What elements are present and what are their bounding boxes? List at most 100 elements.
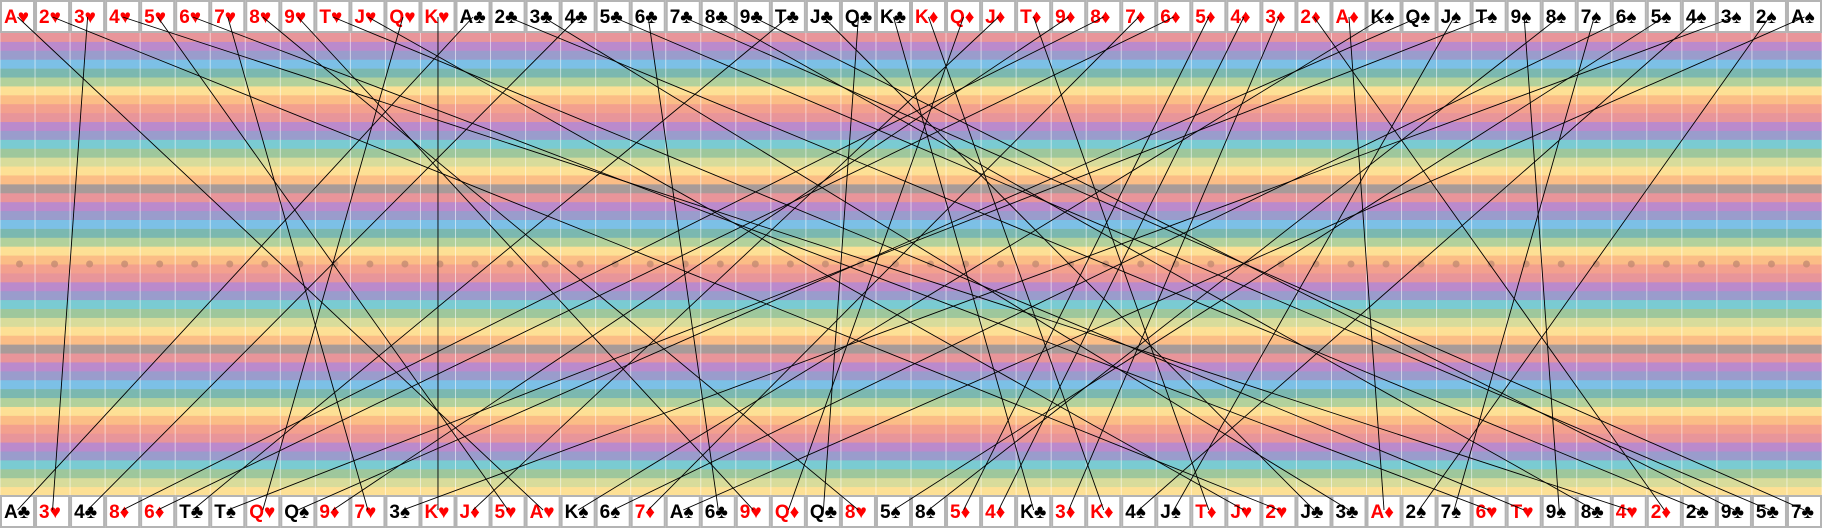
card-bottom[interactable]: A♠ xyxy=(665,495,701,528)
card-bottom[interactable]: Q♣ xyxy=(805,495,841,528)
card-top[interactable]: Q♠ xyxy=(1401,0,1437,33)
card-bottom[interactable]: 5♣ xyxy=(1751,495,1787,528)
card-bottom[interactable]: 5♠ xyxy=(875,495,912,528)
card-top[interactable]: 8♥ xyxy=(245,0,281,33)
card-bottom[interactable]: 9♠ xyxy=(1541,495,1577,528)
card-top[interactable]: 9♣ xyxy=(735,0,771,33)
card-bottom[interactable]: 4♥ xyxy=(1611,495,1647,528)
card-face xyxy=(140,0,176,33)
card-bottom[interactable]: 2♠ xyxy=(1401,495,1437,528)
card-top[interactable]: 4♦ xyxy=(1226,0,1262,33)
card-top[interactable]: 5♥ xyxy=(140,0,176,33)
card-top[interactable]: 9♠ xyxy=(1506,0,1542,33)
card-bottom[interactable]: A♦ xyxy=(1366,495,1402,528)
card-top[interactable]: 5♣ xyxy=(595,0,631,33)
card-bottom[interactable]: T♠ xyxy=(210,495,246,528)
card-top[interactable]: 2♦ xyxy=(1296,0,1332,33)
card-top[interactable]: 7♥ xyxy=(210,0,246,33)
card-bottom[interactable]: 7♣ xyxy=(1786,495,1822,528)
card-top[interactable]: 2♥ xyxy=(35,0,71,33)
card-top[interactable]: 6♥ xyxy=(175,0,211,33)
card-bottom[interactable]: K♣ xyxy=(1016,495,1052,528)
card-top[interactable]: 7♠ xyxy=(1576,0,1612,33)
card-bottom[interactable]: 4♣ xyxy=(70,495,106,528)
card-top[interactable]: J♥ xyxy=(350,0,386,33)
card-bottom[interactable]: 5♥ xyxy=(490,495,526,528)
card-top[interactable]: Q♦ xyxy=(946,0,982,33)
card-top[interactable]: K♠ xyxy=(1366,0,1402,33)
card-top[interactable]: J♣ xyxy=(805,0,841,33)
card-bottom[interactable]: 8♣ xyxy=(1576,495,1612,528)
card-bottom[interactable]: 4♠ xyxy=(1121,495,1157,528)
card-top[interactable]: A♣ xyxy=(455,0,491,33)
card-bottom[interactable]: 3♣ xyxy=(1331,495,1367,528)
card-top[interactable]: 8♦ xyxy=(1086,0,1122,33)
card-bottom[interactable]: Q♥ xyxy=(245,495,281,528)
card-bottom[interactable]: 2♦ xyxy=(1646,495,1682,528)
card-bottom[interactable]: J♦ xyxy=(455,495,491,528)
card-top[interactable]: 6♦ xyxy=(1156,0,1192,33)
card-bottom[interactable]: J♠ xyxy=(1156,495,1192,528)
card-top[interactable]: 7♣ xyxy=(665,0,701,33)
card-bottom[interactable]: 3♥ xyxy=(35,495,71,528)
card-bottom[interactable]: J♥ xyxy=(1226,495,1262,528)
card-bottom[interactable]: 9♦ xyxy=(315,495,351,528)
card-top[interactable]: 3♥ xyxy=(70,0,106,33)
card-label: 5♦ xyxy=(1195,7,1216,28)
card-top[interactable]: 9♥ xyxy=(280,0,316,33)
card-top[interactable]: K♣ xyxy=(875,0,912,33)
card-top[interactable]: A♥ xyxy=(0,0,36,33)
card-top[interactable]: Q♣ xyxy=(840,0,876,33)
card-bottom[interactable]: 6♣ xyxy=(700,495,736,528)
card-top[interactable]: 6♠ xyxy=(1611,0,1647,33)
card-top[interactable]: 2♣ xyxy=(490,0,526,33)
card-bottom[interactable]: T♥ xyxy=(1506,495,1542,528)
card-bottom[interactable]: 7♦ xyxy=(630,495,666,528)
card-bottom[interactable]: 5♦ xyxy=(946,495,982,528)
card-top[interactable]: 2♠ xyxy=(1751,0,1787,33)
card-top[interactable]: 3♣ xyxy=(525,0,561,33)
card-bottom[interactable]: 2♣ xyxy=(1681,495,1717,528)
card-top[interactable]: A♦ xyxy=(1331,0,1367,33)
card-bottom[interactable]: A♥ xyxy=(525,495,561,528)
card-top[interactable]: T♦ xyxy=(1016,0,1052,33)
card-bottom[interactable]: 6♠ xyxy=(595,495,631,528)
card-top[interactable]: 3♠ xyxy=(1716,0,1752,33)
card-top[interactable]: 4♥ xyxy=(105,0,141,33)
card-bottom[interactable]: 9♥ xyxy=(735,495,771,528)
card-bottom[interactable]: J♣ xyxy=(1296,495,1332,528)
card-top[interactable]: 4♣ xyxy=(560,0,596,33)
card-bottom[interactable]: 7♠ xyxy=(1436,495,1472,528)
card-top[interactable]: 4♠ xyxy=(1681,0,1717,33)
card-top[interactable]: 8♠ xyxy=(1541,0,1577,33)
card-bottom[interactable]: T♦ xyxy=(1191,495,1227,528)
card-top[interactable]: A♠ xyxy=(1786,0,1822,33)
card-top[interactable]: 5♦ xyxy=(1191,0,1227,33)
card-label: 7♣ xyxy=(1791,502,1814,523)
card-top[interactable]: T♠ xyxy=(1471,0,1507,33)
card-bottom[interactable]: A♣ xyxy=(0,495,36,528)
card-top[interactable]: 3♦ xyxy=(1261,0,1297,33)
card-bottom[interactable]: 3♠ xyxy=(385,495,421,528)
card-top[interactable]: K♦ xyxy=(911,0,947,33)
card-top[interactable]: Q♥ xyxy=(385,0,421,33)
card-top[interactable]: 5♠ xyxy=(1646,0,1682,33)
card-bottom[interactable]: 9♣ xyxy=(1716,495,1752,528)
card-bottom[interactable]: Q♠ xyxy=(280,495,316,528)
card-bottom[interactable]: Q♦ xyxy=(770,495,806,528)
card-bottom[interactable]: 7♥ xyxy=(350,495,386,528)
card-bottom[interactable]: 8♦ xyxy=(105,495,141,528)
card-top[interactable]: 9♦ xyxy=(1051,0,1087,33)
card-bottom[interactable]: 3♦ xyxy=(1051,495,1087,528)
card-top[interactable]: K♥ xyxy=(420,0,456,33)
card-top[interactable]: T♣ xyxy=(770,0,806,33)
card-bottom[interactable]: K♠ xyxy=(560,495,596,528)
card-bottom[interactable]: K♦ xyxy=(1086,495,1122,528)
card-top[interactable]: T♥ xyxy=(315,0,351,33)
card-bottom[interactable]: 6♥ xyxy=(1471,495,1507,528)
card-top[interactable]: J♠ xyxy=(1436,0,1472,33)
card-top[interactable]: 7♦ xyxy=(1121,0,1157,33)
card-bottom[interactable]: 2♥ xyxy=(1261,495,1297,528)
card-bottom[interactable]: 4♦ xyxy=(981,495,1017,528)
card-bottom[interactable]: 6♦ xyxy=(140,495,176,528)
